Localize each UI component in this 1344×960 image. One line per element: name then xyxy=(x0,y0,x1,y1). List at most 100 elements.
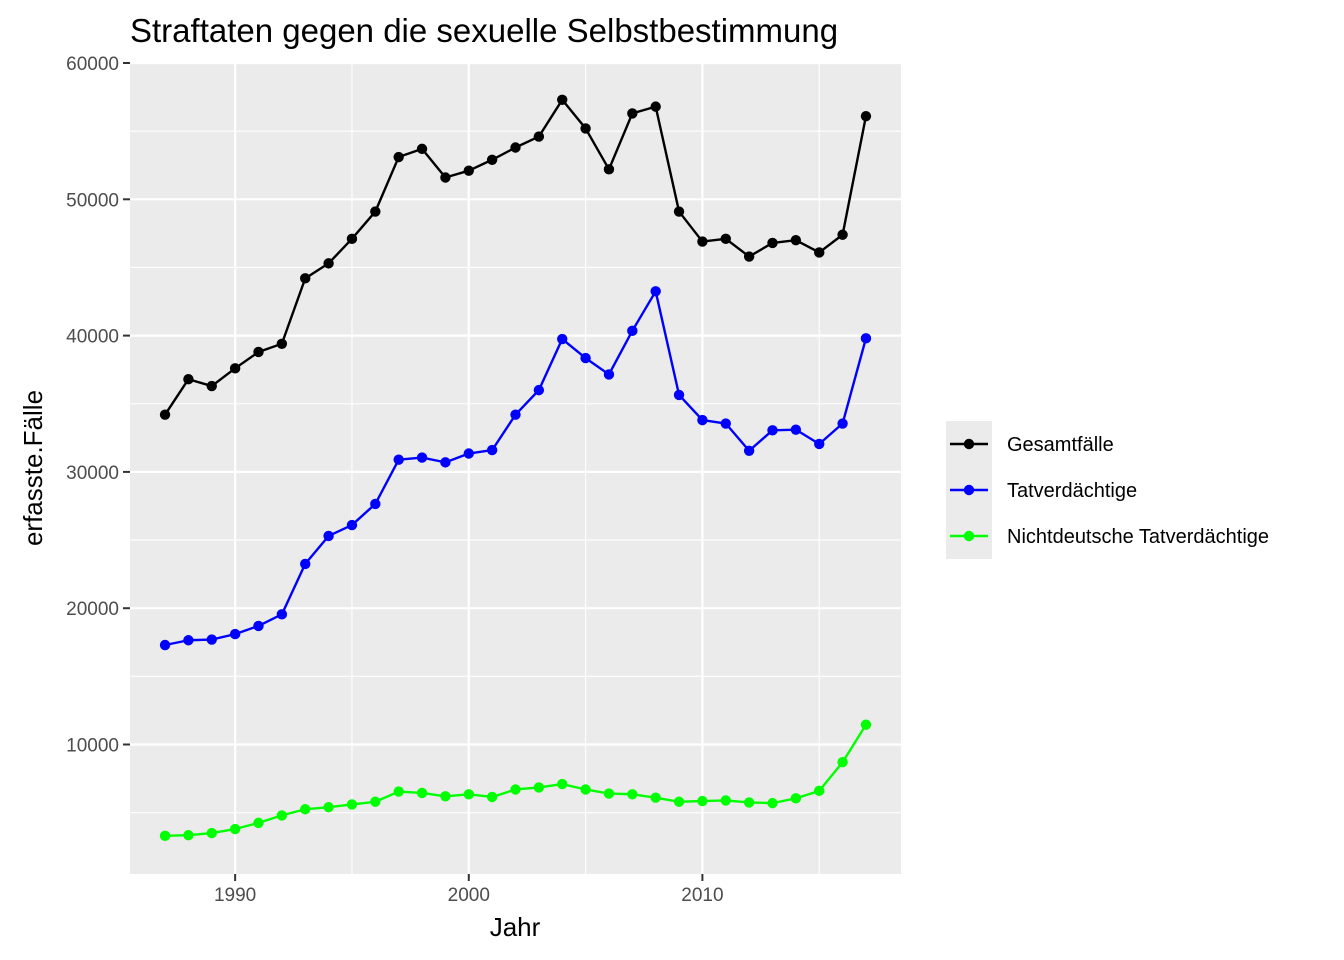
legend-key-point xyxy=(963,438,975,450)
series-0-point xyxy=(720,233,731,245)
series-1-point xyxy=(627,325,638,337)
series-2-point xyxy=(837,757,848,768)
series-1-point xyxy=(837,418,848,429)
series-0-point xyxy=(206,380,217,392)
series-0-point xyxy=(673,206,685,217)
series-1-point xyxy=(510,409,521,420)
y-axis-title: erfasste.Fälle xyxy=(18,390,48,546)
series-2-point xyxy=(276,810,288,821)
y-tick-label: 30000 xyxy=(66,463,119,484)
series-1-point xyxy=(416,452,428,463)
series-0-point xyxy=(603,164,615,175)
series-2-point xyxy=(183,829,194,841)
series-0-point xyxy=(767,237,778,249)
x-axis-title: Jahr xyxy=(490,912,541,942)
series-1-point xyxy=(533,384,545,396)
series-0-point xyxy=(790,234,802,246)
series-2-point xyxy=(650,792,661,803)
series-1-point xyxy=(159,639,171,651)
series-0-point xyxy=(533,131,545,142)
series-1-point xyxy=(323,530,334,542)
legend: Gesamtfälle Tatverdächtige Nichtdeutsche T… xyxy=(946,421,1269,559)
series-0-point xyxy=(486,154,498,165)
grid-minor xyxy=(130,63,901,874)
plot-panel xyxy=(130,63,901,874)
series-1-point xyxy=(346,519,358,531)
series-2-point xyxy=(346,799,358,810)
series-0-point xyxy=(370,206,381,217)
series-2-point xyxy=(533,782,545,793)
series-2-point xyxy=(860,719,872,730)
series-1-point xyxy=(229,628,241,640)
series-1-point xyxy=(814,438,825,450)
series-2-point xyxy=(159,830,171,842)
series-1-point xyxy=(253,620,264,632)
series-1-point xyxy=(370,498,381,510)
series-0-point xyxy=(440,172,451,183)
series-2-point xyxy=(673,796,685,807)
series-2-point xyxy=(697,795,708,807)
series-1-point xyxy=(720,418,731,429)
series-0-point xyxy=(276,338,288,349)
series-2-point xyxy=(416,787,428,799)
series-1-point xyxy=(300,558,311,570)
series-2-point xyxy=(323,802,334,813)
x-tick-label: 1990 xyxy=(214,885,256,906)
y-tick-label: 60000 xyxy=(66,54,119,75)
series-1-point xyxy=(557,333,568,345)
series-2-point xyxy=(370,796,381,807)
series-1-point xyxy=(767,425,778,436)
series-0-point xyxy=(837,229,848,240)
series-2-point xyxy=(486,791,498,803)
series-2-point xyxy=(229,823,241,835)
series-1-point xyxy=(860,333,872,344)
series-2-point xyxy=(814,785,825,797)
series-0-point xyxy=(346,233,358,245)
series-0-point xyxy=(650,101,661,112)
series-2-point xyxy=(557,778,568,790)
series-2-point xyxy=(767,797,778,809)
series-1-point xyxy=(206,634,217,645)
y-tick-label: 20000 xyxy=(66,599,119,620)
legend-label: Nichtdeutsche Tatverdächtige xyxy=(1007,526,1269,548)
series-2-point xyxy=(743,797,755,808)
series-2-point xyxy=(300,804,311,815)
series-2-point xyxy=(580,784,591,795)
series-0-point xyxy=(557,94,568,106)
series-1-point xyxy=(743,445,755,456)
y-axis: 10000 20000 30000 40000 50000 60000 xyxy=(66,54,130,757)
series-2-point xyxy=(603,788,615,799)
series-0-point xyxy=(860,110,872,122)
chart-title: Straftaten gegen die sexuelle Selbstbest… xyxy=(130,12,838,49)
series-2-point xyxy=(510,784,521,795)
legend-key-point xyxy=(963,484,975,496)
y-tick-label: 50000 xyxy=(66,190,119,211)
series-1-point xyxy=(650,286,661,297)
series-2-point xyxy=(463,789,474,800)
y-tick-label: 10000 xyxy=(66,736,119,757)
series-1-point xyxy=(673,389,685,401)
series-0-point xyxy=(814,247,825,258)
series-0-point xyxy=(510,142,521,153)
series-0-point xyxy=(416,143,428,155)
series-0-point xyxy=(323,258,334,269)
series-1-point xyxy=(697,414,708,426)
series-1-point xyxy=(276,609,288,620)
series-1-point xyxy=(463,448,474,459)
series-2-point xyxy=(720,795,731,806)
legend-label: Gesamtfälle xyxy=(1007,434,1114,456)
series-2-point xyxy=(206,827,217,839)
series-1-point xyxy=(580,352,591,364)
series-1-point xyxy=(393,454,404,465)
x-axis: 1990 2000 2010 xyxy=(214,874,724,906)
series-1-point xyxy=(440,457,451,468)
series-2-point xyxy=(440,791,451,802)
series-1-point xyxy=(790,424,802,435)
series-0-point xyxy=(300,273,311,284)
series-0-point xyxy=(253,346,264,358)
grid-major xyxy=(130,61,901,874)
series-layer xyxy=(159,94,872,842)
series-0-point xyxy=(627,108,638,119)
series-0-point xyxy=(697,236,708,247)
